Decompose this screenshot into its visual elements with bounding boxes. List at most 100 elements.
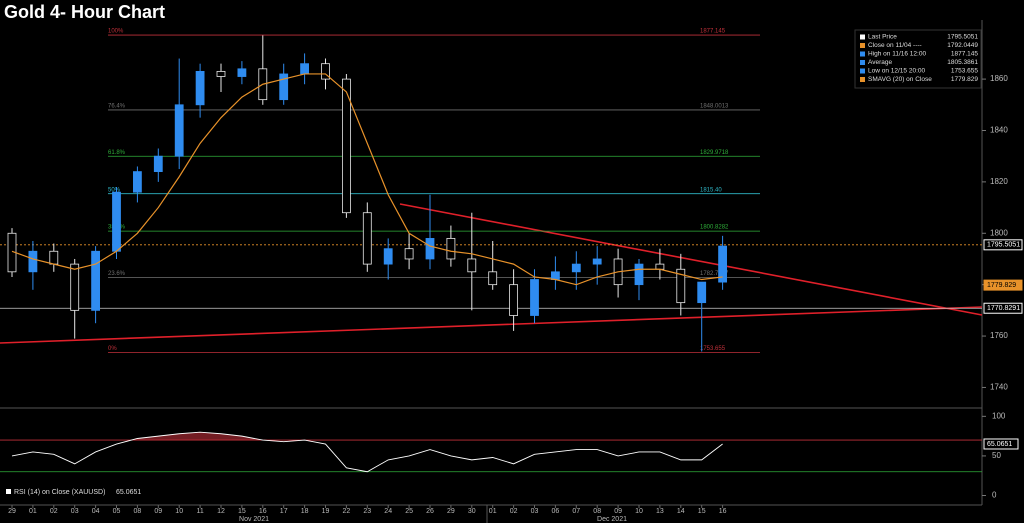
x-tick-label: 04 bbox=[92, 508, 100, 515]
y-tick-label: 50 bbox=[992, 451, 1001, 460]
candle-body bbox=[383, 248, 393, 265]
legend-name: Average bbox=[868, 59, 892, 66]
candle-body bbox=[425, 238, 435, 260]
candle-body bbox=[488, 271, 498, 286]
candle-body bbox=[216, 70, 226, 77]
x-tick-label: 24 bbox=[384, 508, 392, 515]
y-tick-label: 1820 bbox=[990, 177, 1008, 186]
fib-value: 1815.40 bbox=[700, 187, 722, 193]
x-tick-label: 10 bbox=[635, 508, 643, 515]
rsi-legend-icon bbox=[6, 489, 11, 494]
candle-body bbox=[28, 250, 38, 273]
x-tick-label: 03 bbox=[531, 508, 539, 515]
candle-body bbox=[634, 263, 644, 286]
price-tag bbox=[983, 239, 1023, 251]
y-tick-label: 1740 bbox=[990, 383, 1008, 392]
candle-body bbox=[49, 250, 59, 265]
x-tick-label: 06 bbox=[552, 508, 560, 515]
x-tick-label: 23 bbox=[363, 508, 371, 515]
legend-icon bbox=[860, 60, 865, 65]
fib-value: 1782.7987 bbox=[700, 271, 729, 277]
y-tick-label: 1840 bbox=[990, 126, 1008, 135]
x-tick-label: 17 bbox=[280, 508, 288, 515]
legend-icon bbox=[860, 43, 865, 48]
legend-name: Low on 12/15 20:00 bbox=[868, 68, 925, 75]
x-tick-label: 08 bbox=[593, 508, 601, 515]
x-tick-label: 09 bbox=[154, 508, 162, 515]
legend-value: 1805.3861 bbox=[947, 59, 978, 66]
candle-body bbox=[592, 258, 602, 265]
candle-body bbox=[70, 263, 80, 311]
legend-value: 1753.655 bbox=[951, 68, 978, 75]
candle-body bbox=[279, 73, 289, 101]
x-tick-label: 12 bbox=[217, 508, 225, 515]
x-tick-label: 15 bbox=[698, 508, 706, 515]
candle-body bbox=[174, 104, 184, 157]
x-tick-label: 14 bbox=[677, 508, 685, 515]
y-tick-label: 1860 bbox=[990, 74, 1008, 83]
x-tick-label: 09 bbox=[614, 508, 622, 515]
candle-body bbox=[718, 245, 727, 283]
sma-line bbox=[11, 73, 723, 286]
price-tag-label: 1779.829 bbox=[987, 282, 1016, 289]
candle-body bbox=[321, 63, 330, 80]
candle-body bbox=[676, 268, 686, 304]
fib-label: 23.6% bbox=[108, 271, 126, 277]
y-tick-label: 1760 bbox=[990, 331, 1008, 340]
fib-label: 50% bbox=[108, 187, 121, 193]
month-label: Dec 2021 bbox=[597, 516, 627, 523]
x-tick-label: 29 bbox=[8, 508, 16, 515]
candle-body bbox=[153, 155, 163, 173]
price-tag bbox=[983, 302, 1023, 314]
trend-line bbox=[0, 306, 983, 344]
x-tick-label: 19 bbox=[322, 508, 330, 515]
fib-value: 1877.145 bbox=[700, 29, 726, 35]
fib-label: 76.4% bbox=[108, 104, 126, 110]
legend-name: Close on 11/04 ---- bbox=[868, 42, 922, 49]
fib-label: 0% bbox=[108, 346, 117, 352]
candle-body bbox=[132, 171, 142, 193]
x-tick-label: 30 bbox=[468, 508, 476, 515]
fib-value: 1829.9718 bbox=[700, 150, 729, 156]
candle-body bbox=[237, 68, 247, 77]
x-tick-label: 08 bbox=[134, 508, 142, 515]
legend-box bbox=[854, 29, 982, 89]
rsi-fill bbox=[12, 432, 723, 441]
legend-name: High on 11/16 12:00 bbox=[868, 51, 926, 58]
y-tick-label: 100 bbox=[992, 411, 1006, 420]
candle-body bbox=[571, 263, 581, 273]
legend-value: 1779.829 bbox=[951, 76, 978, 83]
x-tick-label: 16 bbox=[259, 508, 267, 515]
x-tick-label: 22 bbox=[343, 508, 351, 515]
legend-icon bbox=[860, 77, 865, 82]
chart-title: Gold 4- Hour Chart bbox=[4, 2, 165, 22]
candle-body bbox=[404, 248, 414, 260]
y-tick-label: 0 bbox=[992, 491, 997, 500]
legend-name: Last Price bbox=[868, 34, 897, 41]
x-tick-label: 05 bbox=[113, 508, 121, 515]
rsi-tag bbox=[983, 438, 1019, 450]
price-tag-label: 1770.8291 bbox=[987, 305, 1020, 312]
x-tick-label: 03 bbox=[71, 508, 79, 515]
fib-label: 100% bbox=[108, 29, 124, 35]
x-tick-label: 29 bbox=[447, 508, 455, 515]
legend-value: 1795.5051 bbox=[947, 34, 978, 41]
legend-value: 1877.145 bbox=[951, 51, 978, 58]
candle-body bbox=[112, 191, 121, 252]
fib-value: 1848.0013 bbox=[700, 104, 729, 110]
x-tick-label: 26 bbox=[426, 508, 434, 515]
fib-value: 1800.8282 bbox=[700, 225, 729, 231]
candle-body bbox=[341, 78, 351, 214]
candle-body bbox=[91, 250, 100, 311]
candle-body bbox=[655, 263, 665, 270]
candle-body bbox=[446, 238, 456, 260]
price-tag-label: 1795.5051 bbox=[987, 242, 1020, 249]
rsi-legend-value: 65.0651 bbox=[116, 489, 141, 496]
x-tick-label: 01 bbox=[489, 508, 497, 515]
x-tick-label: 02 bbox=[50, 508, 58, 515]
x-tick-label: 07 bbox=[572, 508, 580, 515]
candle-body bbox=[362, 212, 372, 265]
candle-body bbox=[300, 63, 310, 75]
legend-icon bbox=[860, 34, 865, 40]
